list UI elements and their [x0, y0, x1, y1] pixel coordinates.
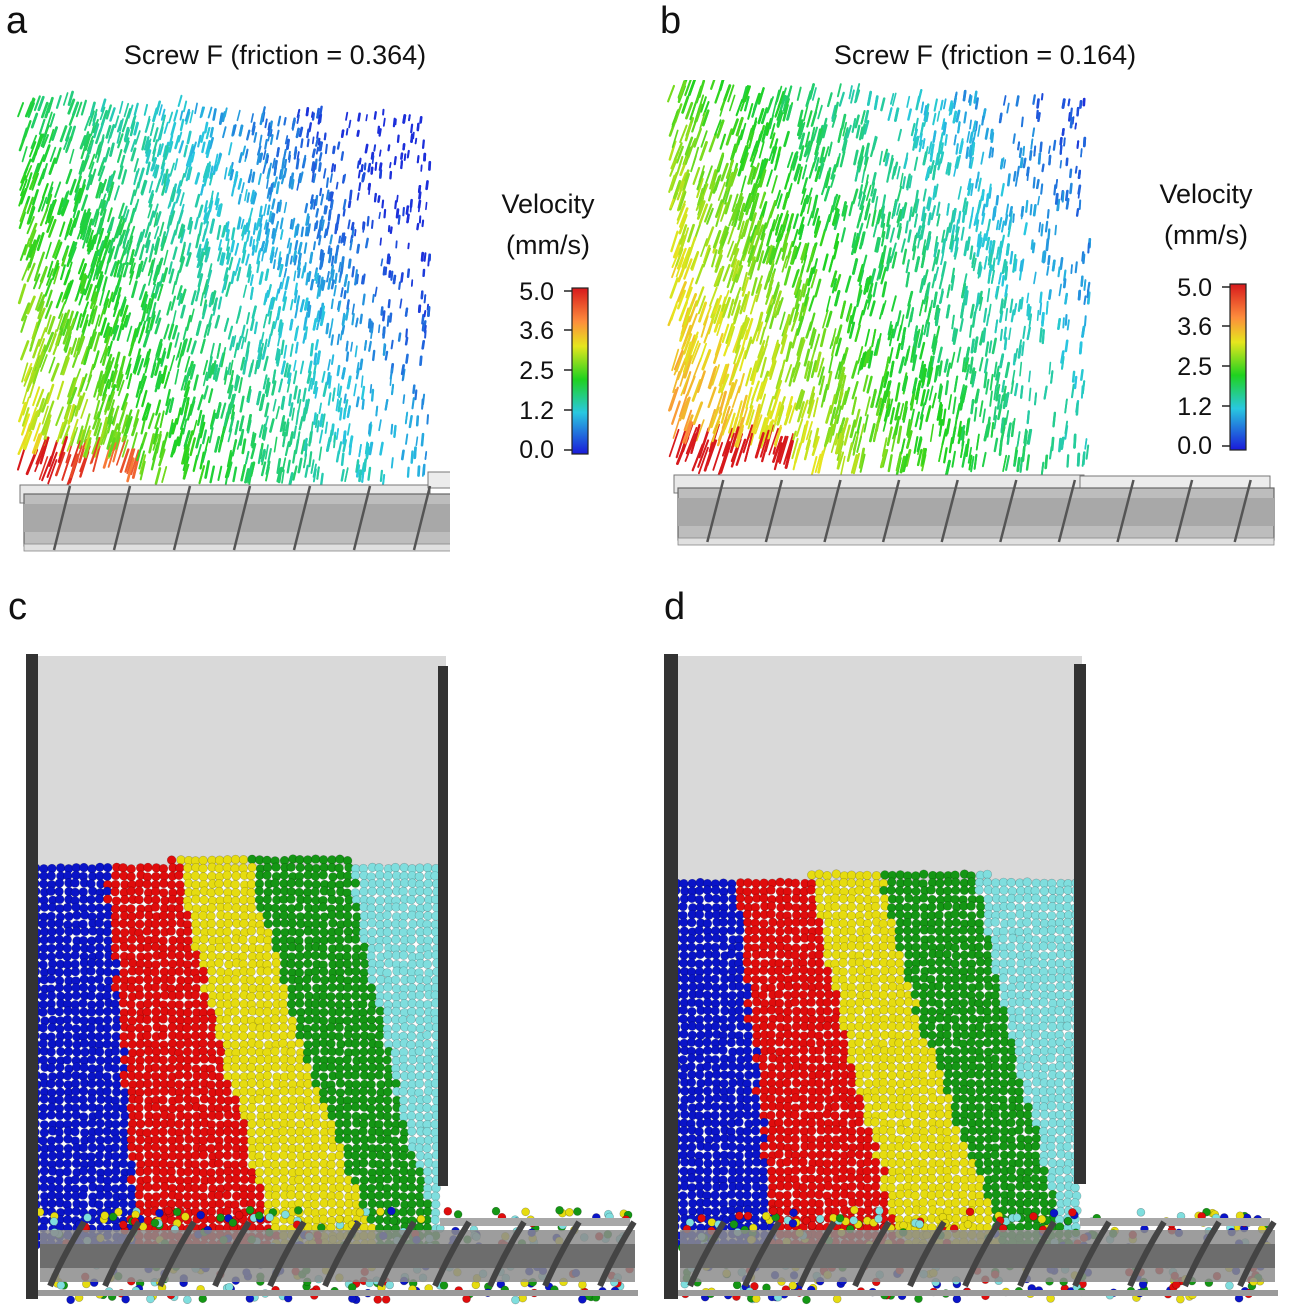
- colorbar-b-gradient: [1229, 283, 1247, 451]
- colorbar-b-tick-1-2: 1.2: [1177, 393, 1212, 421]
- colorbar-a-tick-2-5: 2.5: [519, 357, 554, 385]
- panel-a-velocity-field: [16, 90, 450, 552]
- colorbar-b-tick-3-6: 3.6: [1177, 313, 1212, 341]
- screw-conveyor-b: [673, 474, 1275, 546]
- velocity-vectors-b: [667, 80, 1092, 477]
- panel-d-particle-layers: [664, 654, 1278, 1305]
- screw-conveyor-c: [38, 1218, 638, 1296]
- panel-a-title: Screw F (friction = 0.364): [123, 40, 427, 70]
- colorbar-b-title: Velocity (mm/s): [1136, 174, 1276, 255]
- panel-label-c: c: [8, 586, 27, 628]
- colorbar-a-title-line1: Velocity: [501, 189, 595, 219]
- panel-label-b: b: [660, 0, 682, 42]
- panel-b-velocity-field: [667, 80, 1275, 546]
- panel-c-particle-layers: [26, 654, 638, 1305]
- panel-label-a: a: [6, 0, 28, 42]
- screw-conveyor-d: [678, 1218, 1278, 1296]
- colorbar-a-title-line2: (mm/s): [506, 229, 590, 260]
- colorbar-a-gradient: [571, 287, 589, 455]
- colorbar-b-title-line1: Velocity: [1159, 179, 1253, 209]
- panel-b-title: Screw F (friction = 0.164): [833, 40, 1137, 70]
- colorbar-a-tick-3-6: 3.6: [519, 317, 554, 345]
- colorbar-a-tick-0: 0.0: [519, 436, 554, 464]
- screw-flights-a: [52, 485, 432, 551]
- screw-conveyor-a: [19, 471, 450, 552]
- hopper-left-wall-d: [664, 654, 678, 1299]
- colorbar-b-title-line2: (mm/s): [1164, 219, 1248, 250]
- hopper-right-wall-d: [1074, 664, 1086, 1184]
- colorbar-b-tick-0: 0.0: [1177, 432, 1212, 460]
- panel-label-d: d: [664, 586, 686, 628]
- colorbar-a: [564, 287, 589, 455]
- colorbar-b-tick-5: 5.0: [1177, 274, 1212, 302]
- hopper-right-wall-c: [438, 666, 448, 1186]
- colorbar-a-tick-1-2: 1.2: [519, 397, 554, 425]
- colorbar-a-tick-5: 5.0: [519, 278, 554, 306]
- hopper-empty-space-d: [678, 656, 1082, 881]
- hopper-left-wall-c: [26, 654, 38, 1299]
- colorbar-b-tick-2-5: 2.5: [1177, 353, 1212, 381]
- colorbar-b: [1222, 283, 1247, 451]
- screw-flights-b: [706, 479, 1252, 543]
- colorbar-a-title: Velocity (mm/s): [478, 184, 618, 265]
- velocity-vectors-a: [16, 90, 432, 487]
- hopper-empty-space-c: [36, 656, 446, 866]
